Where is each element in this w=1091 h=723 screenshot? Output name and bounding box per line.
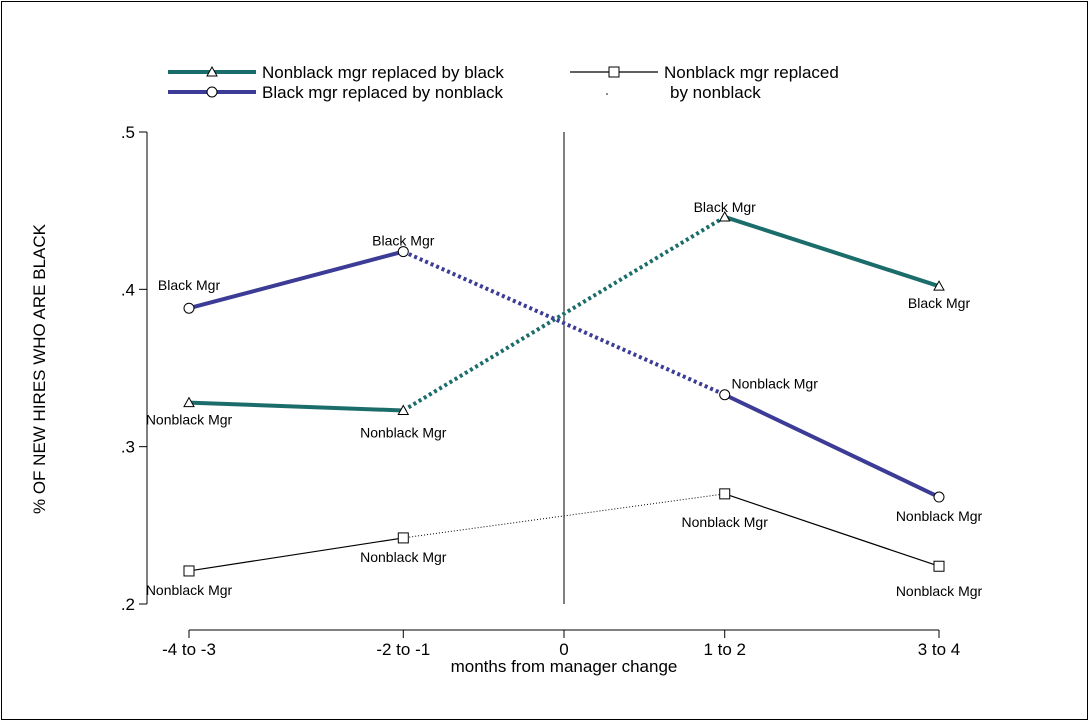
point-label: Black Mgr — [372, 233, 435, 249]
series-markers — [183, 210, 945, 577]
point-label: Nonblack Mgr — [896, 583, 983, 599]
series-3-segment — [188, 537, 404, 572]
legend-dot-dotted-icon — [606, 93, 608, 95]
legend-marker-triangle-icon — [206, 65, 218, 77]
square-marker — [933, 560, 945, 572]
circle-marker — [397, 246, 409, 258]
x-tick-label: -2 to -1 — [376, 640, 430, 659]
square-marker — [719, 488, 731, 500]
triangle-marker — [718, 210, 731, 222]
series-3-segment — [724, 493, 940, 567]
legend-marker-circle-icon — [206, 86, 218, 98]
axes: .2 .3 .4 .5 -4 to -3 -2 to -1 0 1 to 2 3 to 4 — [121, 123, 960, 659]
series-2-segment — [723, 392, 940, 499]
series-lines — [188, 215, 940, 572]
x-tick-label: 1 to 2 — [703, 640, 746, 659]
y-tick-label: .2 — [121, 595, 135, 614]
circle-marker — [719, 389, 731, 401]
triangle-marker — [183, 396, 195, 408]
x-tick-label: -4 to -3 — [162, 640, 216, 659]
series-2-segment — [402, 249, 726, 397]
point-label: Nonblack Mgr — [732, 376, 819, 392]
triangle-marker — [933, 280, 945, 291]
square-marker — [397, 532, 409, 544]
y-tick-label: .3 — [121, 438, 135, 457]
legend-label-series-3-line-1: Nonblack mgr replaced — [664, 63, 839, 82]
square-marker — [183, 565, 195, 577]
point-label: Nonblack Mgr — [360, 424, 447, 440]
y-tick-label: .5 — [121, 123, 135, 142]
x-tick-label: 0 — [559, 640, 568, 659]
legend-label-series-1: Nonblack mgr replaced by black — [262, 63, 504, 82]
point-label: Black Mgr — [158, 277, 221, 293]
point-label: Black Mgr — [694, 199, 757, 215]
point-label: Black Mgr — [908, 295, 971, 311]
y-axis-title: % OF NEW HIRES WHO ARE BLACK — [30, 223, 49, 514]
legend: Nonblack mgr replaced by black Black mgr… — [168, 63, 839, 102]
circle-marker — [183, 302, 195, 314]
series-3-segment — [403, 493, 725, 539]
point-label: Nonblack Mgr — [896, 508, 983, 524]
legend-label-series-2: Black mgr replaced by nonblack — [262, 83, 503, 102]
circle-marker — [933, 491, 945, 503]
legend-label-series-3-line-2: by nonblack — [670, 83, 761, 102]
series-1-segment — [188, 400, 404, 413]
point-label: Nonblack Mgr — [146, 412, 233, 428]
legend-marker-square-icon — [608, 66, 620, 78]
triangle-marker — [397, 404, 410, 415]
point-label: Nonblack Mgr — [682, 514, 769, 530]
series-1-segment — [402, 215, 726, 413]
x-axis-title: months from manager change — [451, 657, 678, 676]
point-label: Nonblack Mgr — [360, 549, 447, 565]
y-tick-label: .4 — [121, 280, 135, 299]
series-1-segment — [724, 215, 940, 289]
series-2-segment — [188, 249, 404, 311]
x-tick-label: 3 to 4 — [918, 640, 961, 659]
point-label: Nonblack Mgr — [146, 582, 233, 598]
point-labels: Nonblack Mgr Nonblack Mgr Black Mgr Black M… — [146, 199, 983, 599]
